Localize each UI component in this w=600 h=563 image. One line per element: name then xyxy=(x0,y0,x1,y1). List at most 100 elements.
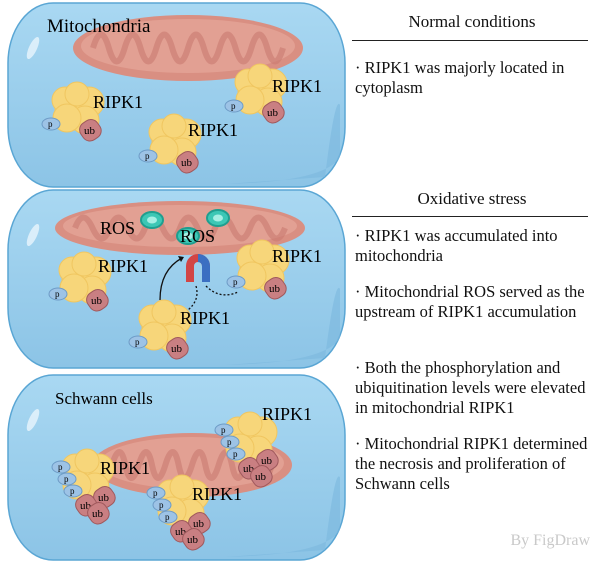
arrowhead xyxy=(178,256,184,262)
phospho-label: p xyxy=(48,119,53,129)
cristae xyxy=(72,214,288,242)
divider xyxy=(352,216,588,217)
phospho-mark xyxy=(152,498,172,512)
oxidative-bullet: · Both the phosphorylation and ubiquitin… xyxy=(355,358,586,417)
cell-highlight xyxy=(26,36,40,60)
ripk1-blob xyxy=(74,448,100,474)
ripk1-blob xyxy=(161,113,187,139)
ripk1-label: RIPK1 xyxy=(100,458,150,478)
ubiquitin-label: ub xyxy=(181,157,193,169)
ubiquitin-mark xyxy=(262,100,285,124)
ubiquitin-label: ub xyxy=(171,343,183,355)
ripk1-label: RIPK1 xyxy=(272,76,322,96)
ubiquitin-label: ub xyxy=(80,500,92,512)
phospho-mark xyxy=(226,275,246,289)
ubiquitin-label: ub xyxy=(92,508,104,520)
cell-highlight xyxy=(26,408,40,432)
ripk1-blob xyxy=(71,251,97,277)
ripk1-blob xyxy=(151,299,177,325)
phospho-label: p xyxy=(159,500,164,510)
phospho-label: p xyxy=(64,474,69,484)
ubiquitin-label: ub xyxy=(98,492,110,504)
divider xyxy=(352,40,588,41)
schwann-cells-label: Schwann cells xyxy=(55,389,153,408)
ubiquitin-label: ub xyxy=(269,283,281,295)
phospho-mark xyxy=(63,484,83,498)
ubiquitin-mark xyxy=(176,150,199,174)
ubiquitin-mark xyxy=(87,501,110,525)
ripk1-blob xyxy=(247,63,273,89)
phospho-label: p xyxy=(153,488,158,498)
ripk1-label: RIPK1 xyxy=(180,308,230,328)
ros-label: ROS xyxy=(180,226,215,246)
ripk1-protein: p ub xyxy=(138,113,202,174)
ubiquitin-mark xyxy=(264,276,287,300)
phospho-label: p xyxy=(221,425,226,435)
ripk1-protein: p ub xyxy=(128,299,192,360)
ubiquitin-label: ub xyxy=(187,534,199,546)
phospho-mark xyxy=(146,486,166,500)
ros-core xyxy=(183,232,193,240)
ubiquitin-label: ub xyxy=(91,295,103,307)
phospho-mark xyxy=(158,510,178,524)
magnet-pole xyxy=(198,254,210,282)
ubiquitin-mark xyxy=(79,118,102,142)
attraction-dots xyxy=(205,285,239,296)
normal-bullet: · RIPK1 was majorly located in cytoplasm xyxy=(355,58,565,97)
ripk1-protein: p ub xyxy=(224,63,288,124)
phospho-label: p xyxy=(233,277,238,287)
ripk1-label: RIPK1 xyxy=(98,256,148,276)
ubiquitin-label: ub xyxy=(193,518,205,530)
ubiquitin-mark xyxy=(250,464,273,488)
phospho-mark xyxy=(220,435,240,449)
ubiquitin-label: ub xyxy=(267,107,279,119)
ripk1-protein: p ub xyxy=(226,239,290,300)
oxidative-bullet: · Mitochondrial ROS served as the upstre… xyxy=(355,282,585,321)
ubiquitin-mark xyxy=(86,288,109,312)
ros-label: ROS xyxy=(100,218,135,238)
ripk1-label: RIPK1 xyxy=(192,484,242,504)
phospho-label: p xyxy=(233,449,238,459)
ubiquitin-label: ub xyxy=(261,455,273,467)
phospho-mark xyxy=(226,447,246,461)
ripk1-blob xyxy=(249,239,275,265)
phospho-label: p xyxy=(227,437,232,447)
cell-highlight xyxy=(26,223,40,247)
phospho-mark xyxy=(51,460,71,474)
attraction-dots xyxy=(187,285,198,311)
phospho-mark xyxy=(57,472,77,486)
phospho-label: p xyxy=(58,462,63,472)
cristae xyxy=(90,31,286,65)
ripk1-label: RIPK1 xyxy=(272,246,322,266)
ripk1-protein: p ub xyxy=(41,81,105,142)
phospho-mark xyxy=(128,335,148,349)
ripk1-protein: p ub xyxy=(48,251,112,312)
ubiquitin-label: ub xyxy=(84,125,96,137)
oxidative-bullet: · RIPK1 was accumulated into mitochondri… xyxy=(355,226,558,265)
figdraw-credit: By FigDraw xyxy=(510,532,590,549)
phospho-label: p xyxy=(55,289,60,299)
ros-core xyxy=(147,216,157,224)
mitochondria-label: Mitochondria xyxy=(47,16,151,37)
translocation-arrow xyxy=(159,257,183,301)
normal-conditions-title: Normal conditions xyxy=(408,12,536,31)
phospho-mark xyxy=(224,99,244,113)
ripk1-blob xyxy=(169,474,195,500)
phospho-label: p xyxy=(145,151,150,161)
phospho-mark xyxy=(138,149,158,163)
ubiquitin-mark xyxy=(166,336,189,360)
phospho-mark xyxy=(214,423,234,437)
phospho-mark xyxy=(41,117,61,131)
phospho-label: p xyxy=(165,512,170,522)
phospho-mark xyxy=(48,287,68,301)
ripk1-blob xyxy=(64,81,90,107)
ripk1-label: RIPK1 xyxy=(262,404,312,424)
oxidative-bullet: · Mitochondrial RIPK1 determined the nec… xyxy=(355,434,588,493)
ros-core xyxy=(213,214,223,222)
ripk1-blob xyxy=(237,411,263,437)
oxidative-stress-title: Oxidative stress xyxy=(417,189,527,208)
